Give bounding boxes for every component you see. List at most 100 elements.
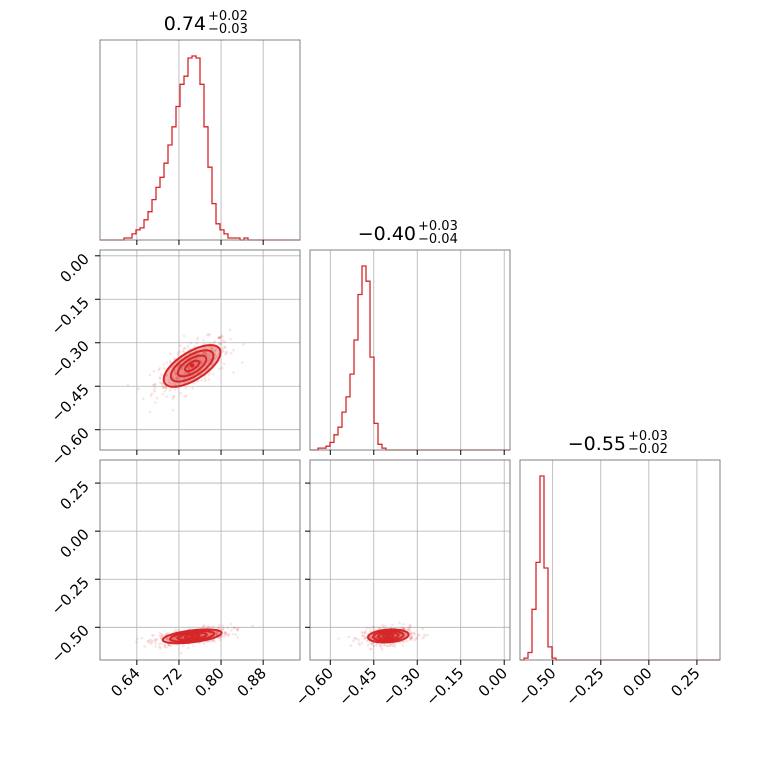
sample-point [410, 636, 414, 640]
sample-point [220, 334, 223, 338]
sample-point [162, 386, 165, 390]
histogram-panel: −0.50 −0.25 0.00 0.25 [514, 459, 721, 709]
sample-point [150, 641, 154, 644]
sample-point [148, 410, 152, 414]
sample-point [152, 369, 156, 373]
sample-point [160, 382, 164, 386]
sample-point [380, 646, 383, 649]
panel-border [309, 459, 511, 661]
sample-point [221, 339, 225, 343]
sample-point [401, 626, 405, 630]
sample-point [207, 360, 210, 364]
sample-point [222, 635, 226, 638]
y-tick-label: 0.00 [56, 250, 92, 286]
sample-point [208, 333, 211, 337]
sample-point [391, 642, 395, 646]
sample-point [383, 644, 387, 647]
sample-point [213, 349, 217, 352]
title-error-plus: +0.03 [418, 219, 458, 234]
sample-point [167, 631, 170, 635]
sample-point [411, 632, 415, 635]
sample-point [216, 626, 219, 630]
sample-point [194, 362, 197, 366]
title-error-minus: −0.02 [628, 442, 668, 457]
sample-point [153, 386, 157, 389]
sample-point [226, 626, 229, 630]
sample-point [362, 634, 365, 637]
sample-point [236, 628, 239, 631]
sample-point [378, 644, 382, 647]
sample-point [181, 636, 184, 639]
sample-point [206, 626, 210, 629]
sample-point [219, 342, 223, 345]
sample-point [182, 644, 185, 648]
sample-point [175, 378, 179, 381]
sample-point [210, 348, 214, 351]
sample-point [393, 645, 397, 648]
sample-point [153, 390, 156, 393]
sample-point [201, 351, 205, 355]
sample-point [229, 622, 233, 626]
sample-point [150, 634, 154, 637]
sample-point [237, 627, 240, 630]
title-error-minus: −0.03 [208, 22, 248, 37]
y-tick-label: −0.15 [48, 293, 93, 338]
sample-point [409, 629, 412, 632]
sample-point [404, 639, 407, 642]
sample-point [173, 371, 177, 374]
sample-point [167, 378, 171, 381]
panel-title: 0.74 +0.02−0.03 [164, 9, 248, 37]
sample-point [232, 627, 236, 630]
sample-point [370, 643, 374, 646]
sample-point [216, 631, 220, 634]
sample-point [160, 633, 163, 636]
sample-point [175, 376, 179, 380]
sample-point [200, 361, 204, 365]
sample-point [160, 642, 164, 646]
sample-point [379, 627, 382, 630]
sample-point [402, 627, 405, 630]
sample-point [214, 632, 218, 635]
y-tick-label: −0.30 [48, 337, 93, 382]
sample-point [213, 349, 217, 353]
sample-point [224, 353, 227, 356]
sample-point [388, 644, 392, 648]
sample-point [228, 328, 232, 332]
sample-point [181, 367, 185, 370]
sample-point [349, 644, 353, 647]
sample-point [390, 623, 394, 627]
sample-point [206, 624, 210, 628]
sample-point [393, 634, 397, 637]
title-error-minus: −0.04 [418, 232, 458, 247]
sample-point [175, 378, 179, 381]
sample-point [223, 631, 227, 634]
sample-point [153, 639, 157, 643]
sample-point [170, 387, 173, 391]
sample-point [218, 335, 222, 339]
sample-point [391, 644, 395, 648]
histogram-panel [309, 249, 511, 455]
sample-point [156, 637, 159, 641]
sample-point [366, 643, 370, 647]
sample-point [221, 624, 225, 627]
sample-point [195, 361, 198, 365]
sample-point [223, 340, 227, 343]
sample-point [218, 636, 221, 639]
sample-point [385, 644, 389, 648]
sample-point [162, 363, 165, 366]
sample-point [162, 367, 165, 370]
sample-point [194, 345, 197, 348]
sample-point [229, 337, 232, 341]
x-tick-label: −0.50 [514, 664, 559, 709]
sample-point [210, 347, 213, 350]
sample-point [169, 352, 172, 356]
sample-point [377, 626, 381, 629]
sample-point [195, 342, 199, 345]
sample-point [365, 639, 369, 643]
sample-point [363, 632, 367, 635]
sample-point [126, 383, 130, 387]
sample-point [208, 358, 211, 362]
sample-point [413, 631, 416, 634]
y-tick-label: −0.50 [48, 621, 93, 666]
sample-point [158, 645, 161, 648]
